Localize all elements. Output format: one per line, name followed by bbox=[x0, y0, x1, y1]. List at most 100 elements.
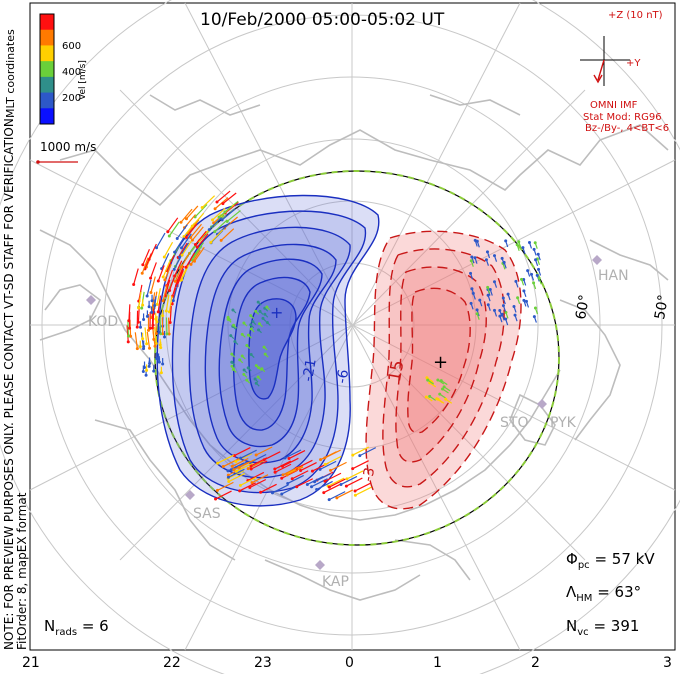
velocity-vector-origin bbox=[232, 468, 236, 472]
velocity-vector-origin bbox=[238, 489, 242, 493]
velocity-vector bbox=[359, 447, 377, 457]
velocity-vector-origin bbox=[488, 288, 492, 292]
velocity-vector-origin bbox=[165, 332, 169, 336]
velocity-vector-origin bbox=[315, 487, 319, 491]
velocity-vector bbox=[169, 306, 172, 323]
velocity-vector-origin bbox=[537, 276, 541, 280]
velocity-vector-origin bbox=[153, 344, 157, 348]
velocity-vector bbox=[287, 474, 304, 485]
velocity-vector-origin bbox=[344, 484, 348, 488]
velocity-vector-origin bbox=[253, 377, 257, 381]
contour-label-neg3: -3 bbox=[360, 466, 379, 483]
velocity-vector bbox=[142, 249, 150, 265]
velocity-vector bbox=[250, 460, 268, 470]
velocity-vector bbox=[166, 269, 174, 286]
velocity-vector-origin bbox=[310, 485, 314, 489]
velocity-vector-origin bbox=[249, 464, 253, 468]
velocity-vector bbox=[319, 460, 337, 470]
colorbar-tick-600: 600 bbox=[62, 41, 82, 52]
velocity-vector-origin bbox=[286, 481, 290, 485]
velocity-vector bbox=[162, 261, 171, 278]
scale-vector-label: 1000 m/s bbox=[40, 140, 97, 154]
velocity-vector-origin bbox=[242, 372, 246, 376]
velocity-vector-origin bbox=[426, 378, 430, 382]
velocity-vector-origin bbox=[283, 456, 287, 460]
velocity-vector-origin bbox=[475, 312, 479, 316]
velocity-vector-origin bbox=[335, 496, 339, 500]
velocity-vector-origin bbox=[319, 458, 323, 462]
velocity-vector-origin bbox=[232, 454, 236, 458]
velocity-vector bbox=[174, 265, 183, 282]
velocity-vector-origin bbox=[167, 234, 171, 238]
velocity-vector-origin bbox=[200, 206, 204, 210]
velocity-vector bbox=[180, 208, 193, 223]
velocity-vector-origin bbox=[263, 352, 267, 356]
velocity-vector bbox=[166, 255, 175, 271]
velocity-vector-origin bbox=[521, 246, 525, 250]
velocity-vector bbox=[221, 208, 236, 221]
velocity-vector-origin bbox=[180, 265, 184, 269]
velocity-vector-origin bbox=[424, 395, 428, 399]
velocity-vector-origin bbox=[230, 352, 234, 356]
velocity-vector-origin bbox=[438, 392, 442, 396]
contour-label-15: 15 bbox=[385, 358, 409, 384]
velocity-vector bbox=[260, 483, 277, 493]
velocity-vector-origin bbox=[195, 245, 199, 249]
velocity-vector bbox=[168, 295, 173, 312]
velocity-vector-origin bbox=[261, 316, 265, 320]
velocity-vector-origin bbox=[154, 317, 158, 321]
velocity-vector-origin bbox=[168, 320, 172, 324]
velocity-vector bbox=[193, 242, 205, 257]
colorbar-tick-400: 400 bbox=[62, 67, 82, 78]
velocity-vector bbox=[128, 304, 131, 321]
velocity-vector-origin bbox=[514, 279, 518, 283]
velocity-vector-origin bbox=[520, 277, 524, 281]
velocity-vector-origin bbox=[258, 309, 262, 313]
map-title: 10/Feb/2000 05:00-05:02 UT bbox=[200, 10, 445, 30]
velocity-vector-origin bbox=[469, 301, 473, 305]
velocity-vector-origin bbox=[167, 332, 171, 336]
velocity-vector-origin bbox=[254, 364, 258, 368]
velocity-vector-origin bbox=[209, 240, 213, 244]
velocity-vector bbox=[217, 454, 234, 464]
velocity-vector-origin bbox=[234, 460, 238, 464]
velocity-vector bbox=[181, 251, 191, 268]
velocity-vector-origin bbox=[444, 397, 448, 401]
velocity-vector-origin bbox=[132, 283, 136, 287]
velocity-vector bbox=[190, 249, 201, 265]
velocity-vector-origin bbox=[235, 469, 239, 473]
velocity-vector-origin bbox=[469, 259, 473, 263]
velocity-vector bbox=[336, 489, 354, 499]
velocity-vector-origin bbox=[506, 292, 510, 296]
velocity-vector bbox=[150, 262, 157, 279]
velocity-vector-origin bbox=[441, 387, 445, 391]
velocity-vector-origin bbox=[533, 306, 537, 310]
velocity-vector bbox=[133, 268, 139, 285]
velocity-vector-origin bbox=[153, 303, 157, 307]
velocity-vector-origin bbox=[173, 279, 177, 283]
velocity-vector bbox=[240, 476, 257, 486]
velocity-vector bbox=[181, 233, 192, 249]
velocity-vector-origin bbox=[211, 218, 215, 222]
velocity-vector bbox=[201, 195, 216, 208]
velocity-vector bbox=[214, 219, 228, 233]
velocity-vector-origin bbox=[498, 314, 502, 318]
velocity-vector-origin bbox=[257, 328, 261, 332]
velocity-vector bbox=[272, 484, 289, 494]
velocity-vector-origin bbox=[500, 256, 504, 260]
velocity-vector-origin bbox=[351, 467, 355, 471]
velocity-vector bbox=[247, 471, 265, 481]
velocity-vector bbox=[152, 308, 155, 326]
velocity-vector-origin bbox=[287, 457, 291, 461]
velocity-vector-origin bbox=[161, 362, 165, 366]
velocity-vector bbox=[217, 481, 234, 491]
velocity-vector bbox=[194, 230, 207, 245]
station-kod: KOD bbox=[88, 314, 119, 330]
velocity-vector-origin bbox=[240, 354, 244, 358]
vector-count: Nvc = 391 bbox=[566, 617, 640, 638]
velocity-vector-origin bbox=[522, 298, 526, 302]
velocity-vector bbox=[167, 217, 179, 233]
velocity-vector bbox=[324, 455, 342, 465]
velocity-vector bbox=[354, 482, 372, 492]
velocity-vector bbox=[171, 280, 178, 297]
